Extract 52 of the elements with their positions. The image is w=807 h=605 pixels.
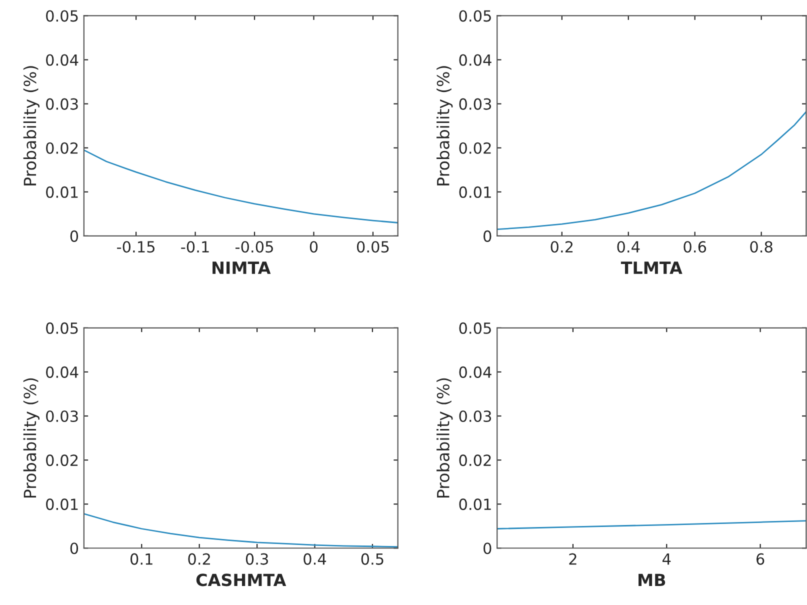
y-tick-label: 0: [484, 230, 492, 242]
y-tick-label: 0.03: [46, 410, 78, 422]
line-series: [497, 520, 806, 530]
y-tick-label: 0.02: [46, 142, 78, 154]
x-tick-label: 2: [569, 553, 576, 565]
y-tick-label: 0.03: [46, 98, 78, 110]
y-tick-label: 0.05: [459, 10, 491, 22]
x-tick-label: 0.05: [356, 241, 389, 253]
y-tick-label: 0.01: [46, 186, 78, 198]
x-tick-label: 0.2: [550, 241, 573, 253]
y-tick-label: 0.04: [46, 366, 78, 378]
x-tick-label: 0: [310, 241, 318, 253]
y-tick-label: 0.02: [459, 454, 491, 466]
y-tick-label: 0.05: [46, 322, 78, 334]
y-tick-label: 0: [70, 230, 78, 242]
y-tick-label: 0.04: [459, 54, 492, 66]
x-tick-label: -0.1: [181, 241, 209, 253]
x-tick-label: 0.5: [361, 553, 384, 565]
y-tick-label: 0: [484, 542, 492, 554]
y-tick-label: 0.04: [459, 366, 492, 378]
x-axis-title: CASHMTA: [196, 574, 286, 586]
x-tick-label: 0.4: [304, 553, 326, 565]
y-axis-title: Probability (%): [23, 66, 40, 186]
x-tick-label: 4: [662, 553, 671, 565]
line-series: [84, 149, 398, 224]
y-axis-title: Probability (%): [436, 378, 453, 498]
y-tick-label: 0.02: [459, 142, 491, 154]
y-tick-label: 0.03: [459, 410, 492, 422]
y-axis-title: Probability (%): [23, 378, 40, 498]
x-axis-title: MB: [638, 574, 666, 586]
y-tick-label: 0.03: [459, 98, 492, 110]
y-tick-label: 0.01: [459, 186, 491, 198]
x-tick-label: 6: [756, 553, 764, 565]
x-tick-label: -0.05: [235, 241, 273, 253]
x-axis-title: TLMTA: [620, 262, 682, 274]
line-series: [497, 111, 806, 230]
x-tick-label: 0.1: [130, 553, 152, 565]
y-tick-label: 0.02: [46, 454, 78, 466]
x-tick-label: 0.6: [684, 241, 706, 253]
y-tick-label: 0.04: [46, 54, 78, 66]
x-tick-label: 0.3: [246, 553, 268, 565]
y-tick-label: 0.01: [46, 498, 78, 510]
y-tick-label: 0.01: [459, 498, 491, 510]
x-tick-label: 0.2: [188, 553, 210, 565]
x-tick-label: -0.15: [117, 241, 154, 253]
y-tick-label: 0.05: [46, 10, 78, 22]
y-tick-label: 0.05: [459, 322, 491, 334]
y-axis-title: Probability (%): [436, 66, 453, 186]
x-axis-title: NIMTA: [212, 262, 271, 274]
y-tick-label: 0: [70, 542, 78, 554]
x-tick-label: 0.4: [617, 241, 640, 253]
x-tick-label: 0.8: [750, 241, 772, 253]
